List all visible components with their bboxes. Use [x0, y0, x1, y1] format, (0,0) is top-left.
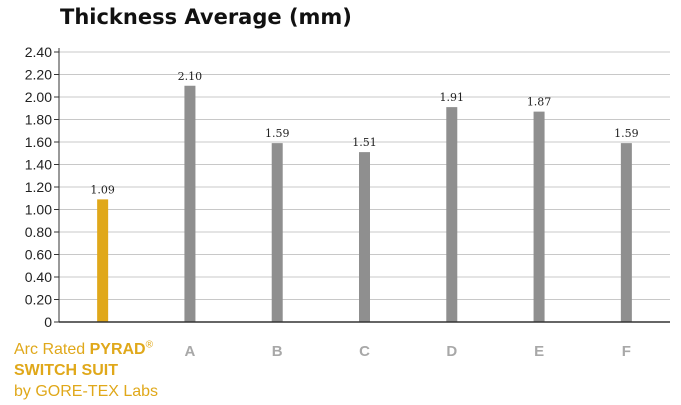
bar: [533, 111, 545, 322]
data-label: 1.09: [90, 183, 115, 196]
bar: [446, 107, 458, 322]
y-tick-label: 1.20: [25, 179, 52, 195]
bar: [359, 152, 370, 322]
y-tick-label: 0.40: [25, 269, 52, 285]
category-label: C: [359, 343, 370, 360]
y-tick-label: 0: [44, 314, 52, 330]
first-category-line3: by GORE-TEX Labs: [14, 383, 159, 400]
y-tick-label: 1.00: [25, 202, 52, 218]
first-category-line2: SWITCH SUIT: [14, 362, 118, 379]
category-label: A: [185, 343, 196, 360]
y-tick-label: 2.40: [25, 44, 52, 60]
category-label: F: [622, 343, 631, 360]
y-tick-label: 1.60: [25, 134, 52, 150]
data-label: 1.51: [352, 136, 377, 149]
bars: [97, 85, 632, 322]
first-category-label: Arc Rated PYRAD® SWITCH SUIT by GORE-TEX…: [14, 339, 194, 402]
first-category-line1: Arc Rated PYRAD®: [14, 339, 153, 358]
category-label: D: [446, 343, 457, 360]
y-axis-ticks: 0 0.20 0.40 0.60 0.80 1.00 1.20 1.40 1.60 1.80 2.0…: [25, 44, 52, 330]
category-labels: A B C D E F: [185, 343, 631, 360]
data-label: 1.91: [440, 91, 465, 104]
y-tick-label: 1.40: [25, 157, 52, 173]
bar: [620, 143, 632, 322]
y-tick-label: 1.80: [25, 112, 52, 128]
y-tick-label: 0.20: [25, 292, 52, 308]
bar: [184, 85, 196, 322]
y-tick-label: 0.60: [25, 247, 52, 263]
y-tick-label: 0.80: [25, 224, 52, 240]
y-tick-label: 2.00: [25, 89, 52, 105]
data-label: 1.59: [614, 127, 639, 140]
data-label: 1.87: [527, 96, 552, 109]
data-labels: 1.09 2.10 1.59 1.51 1.91 1.87 1.59: [90, 70, 638, 197]
data-label: 2.10: [178, 70, 203, 83]
bar: [271, 143, 283, 322]
data-label: 1.59: [265, 127, 290, 140]
category-label: E: [534, 343, 544, 360]
y-tick-label: 2.20: [25, 67, 52, 83]
axes: [54, 48, 670, 323]
chart-title: Thickness Average (mm): [60, 5, 352, 29]
bar: [97, 199, 109, 322]
category-label: B: [272, 343, 283, 360]
